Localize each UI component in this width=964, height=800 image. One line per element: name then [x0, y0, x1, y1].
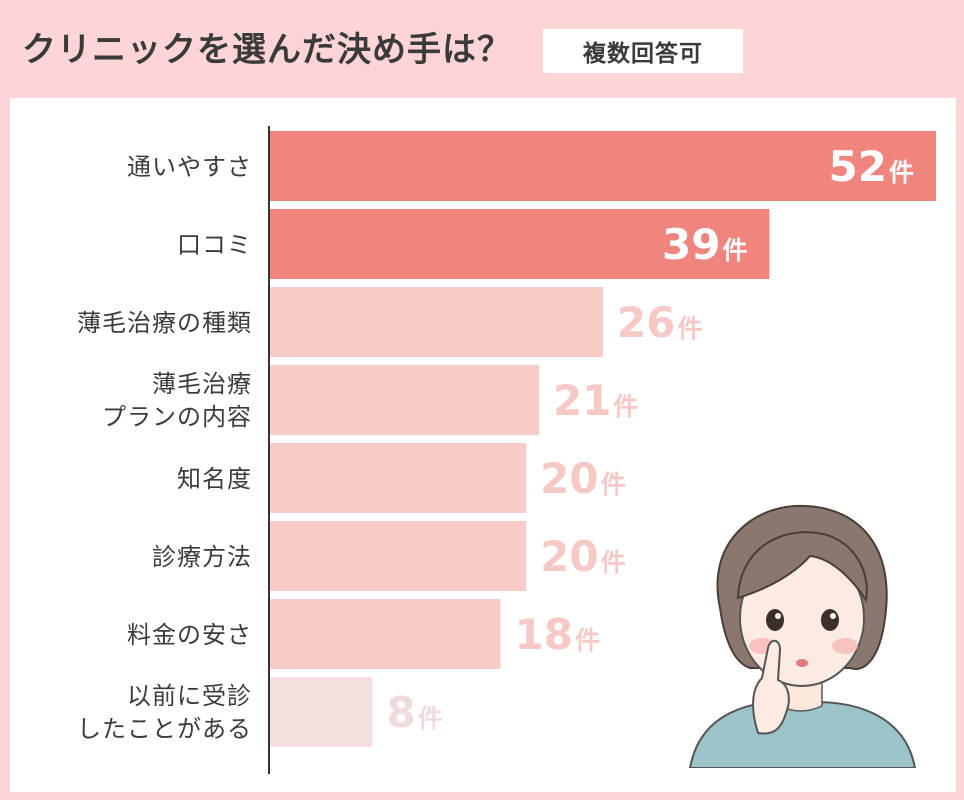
bar-4 [270, 443, 527, 513]
right-cheek [832, 638, 858, 654]
right-eye [821, 609, 839, 631]
bar-1 [270, 209, 770, 279]
category-label: 通いやすさ [127, 153, 252, 181]
value-label: 20件 [540, 454, 625, 503]
left-eye-highlight [775, 613, 781, 619]
shirt [688, 701, 917, 768]
value-label: 26件 [617, 298, 702, 347]
bar-2 [270, 287, 603, 357]
bar-3 [270, 365, 539, 435]
right-eye-highlight [830, 613, 836, 619]
value-label: 39件 [662, 220, 747, 269]
mouth [796, 659, 808, 667]
category-label: したことがある [77, 715, 252, 743]
thinking-woman-illustration [688, 504, 917, 768]
left-eye [766, 609, 784, 631]
category-label: 薄毛治療の種類 [77, 309, 252, 337]
category-label: 診療方法 [152, 543, 252, 571]
bar-6 [270, 599, 501, 669]
category-label: 薄毛治療 [152, 370, 252, 398]
value-label: 20件 [540, 532, 625, 581]
category-label: プランの内容 [102, 403, 252, 431]
multiple-answers-badge: 複数回答可 [543, 29, 743, 73]
header: クリニックを選んだ決め手は？ 複数回答可 [0, 0, 964, 96]
category-label: 知名度 [177, 465, 252, 493]
bar-0 [270, 131, 936, 201]
category-label: 料金の安さ [127, 621, 252, 649]
hand [752, 639, 790, 735]
category-label: 以前に受診 [127, 682, 252, 710]
value-label: 8件 [386, 688, 442, 737]
value-label: 18件 [515, 610, 600, 659]
bar-5 [270, 521, 527, 591]
hair-fringe [736, 531, 868, 603]
bar-7 [270, 677, 373, 747]
value-label: 21件 [553, 376, 638, 425]
value-label: 52件 [829, 142, 914, 191]
page-title: クリニックを選んだ決め手は？ [22, 30, 512, 70]
category-label: 口コミ [177, 231, 252, 259]
